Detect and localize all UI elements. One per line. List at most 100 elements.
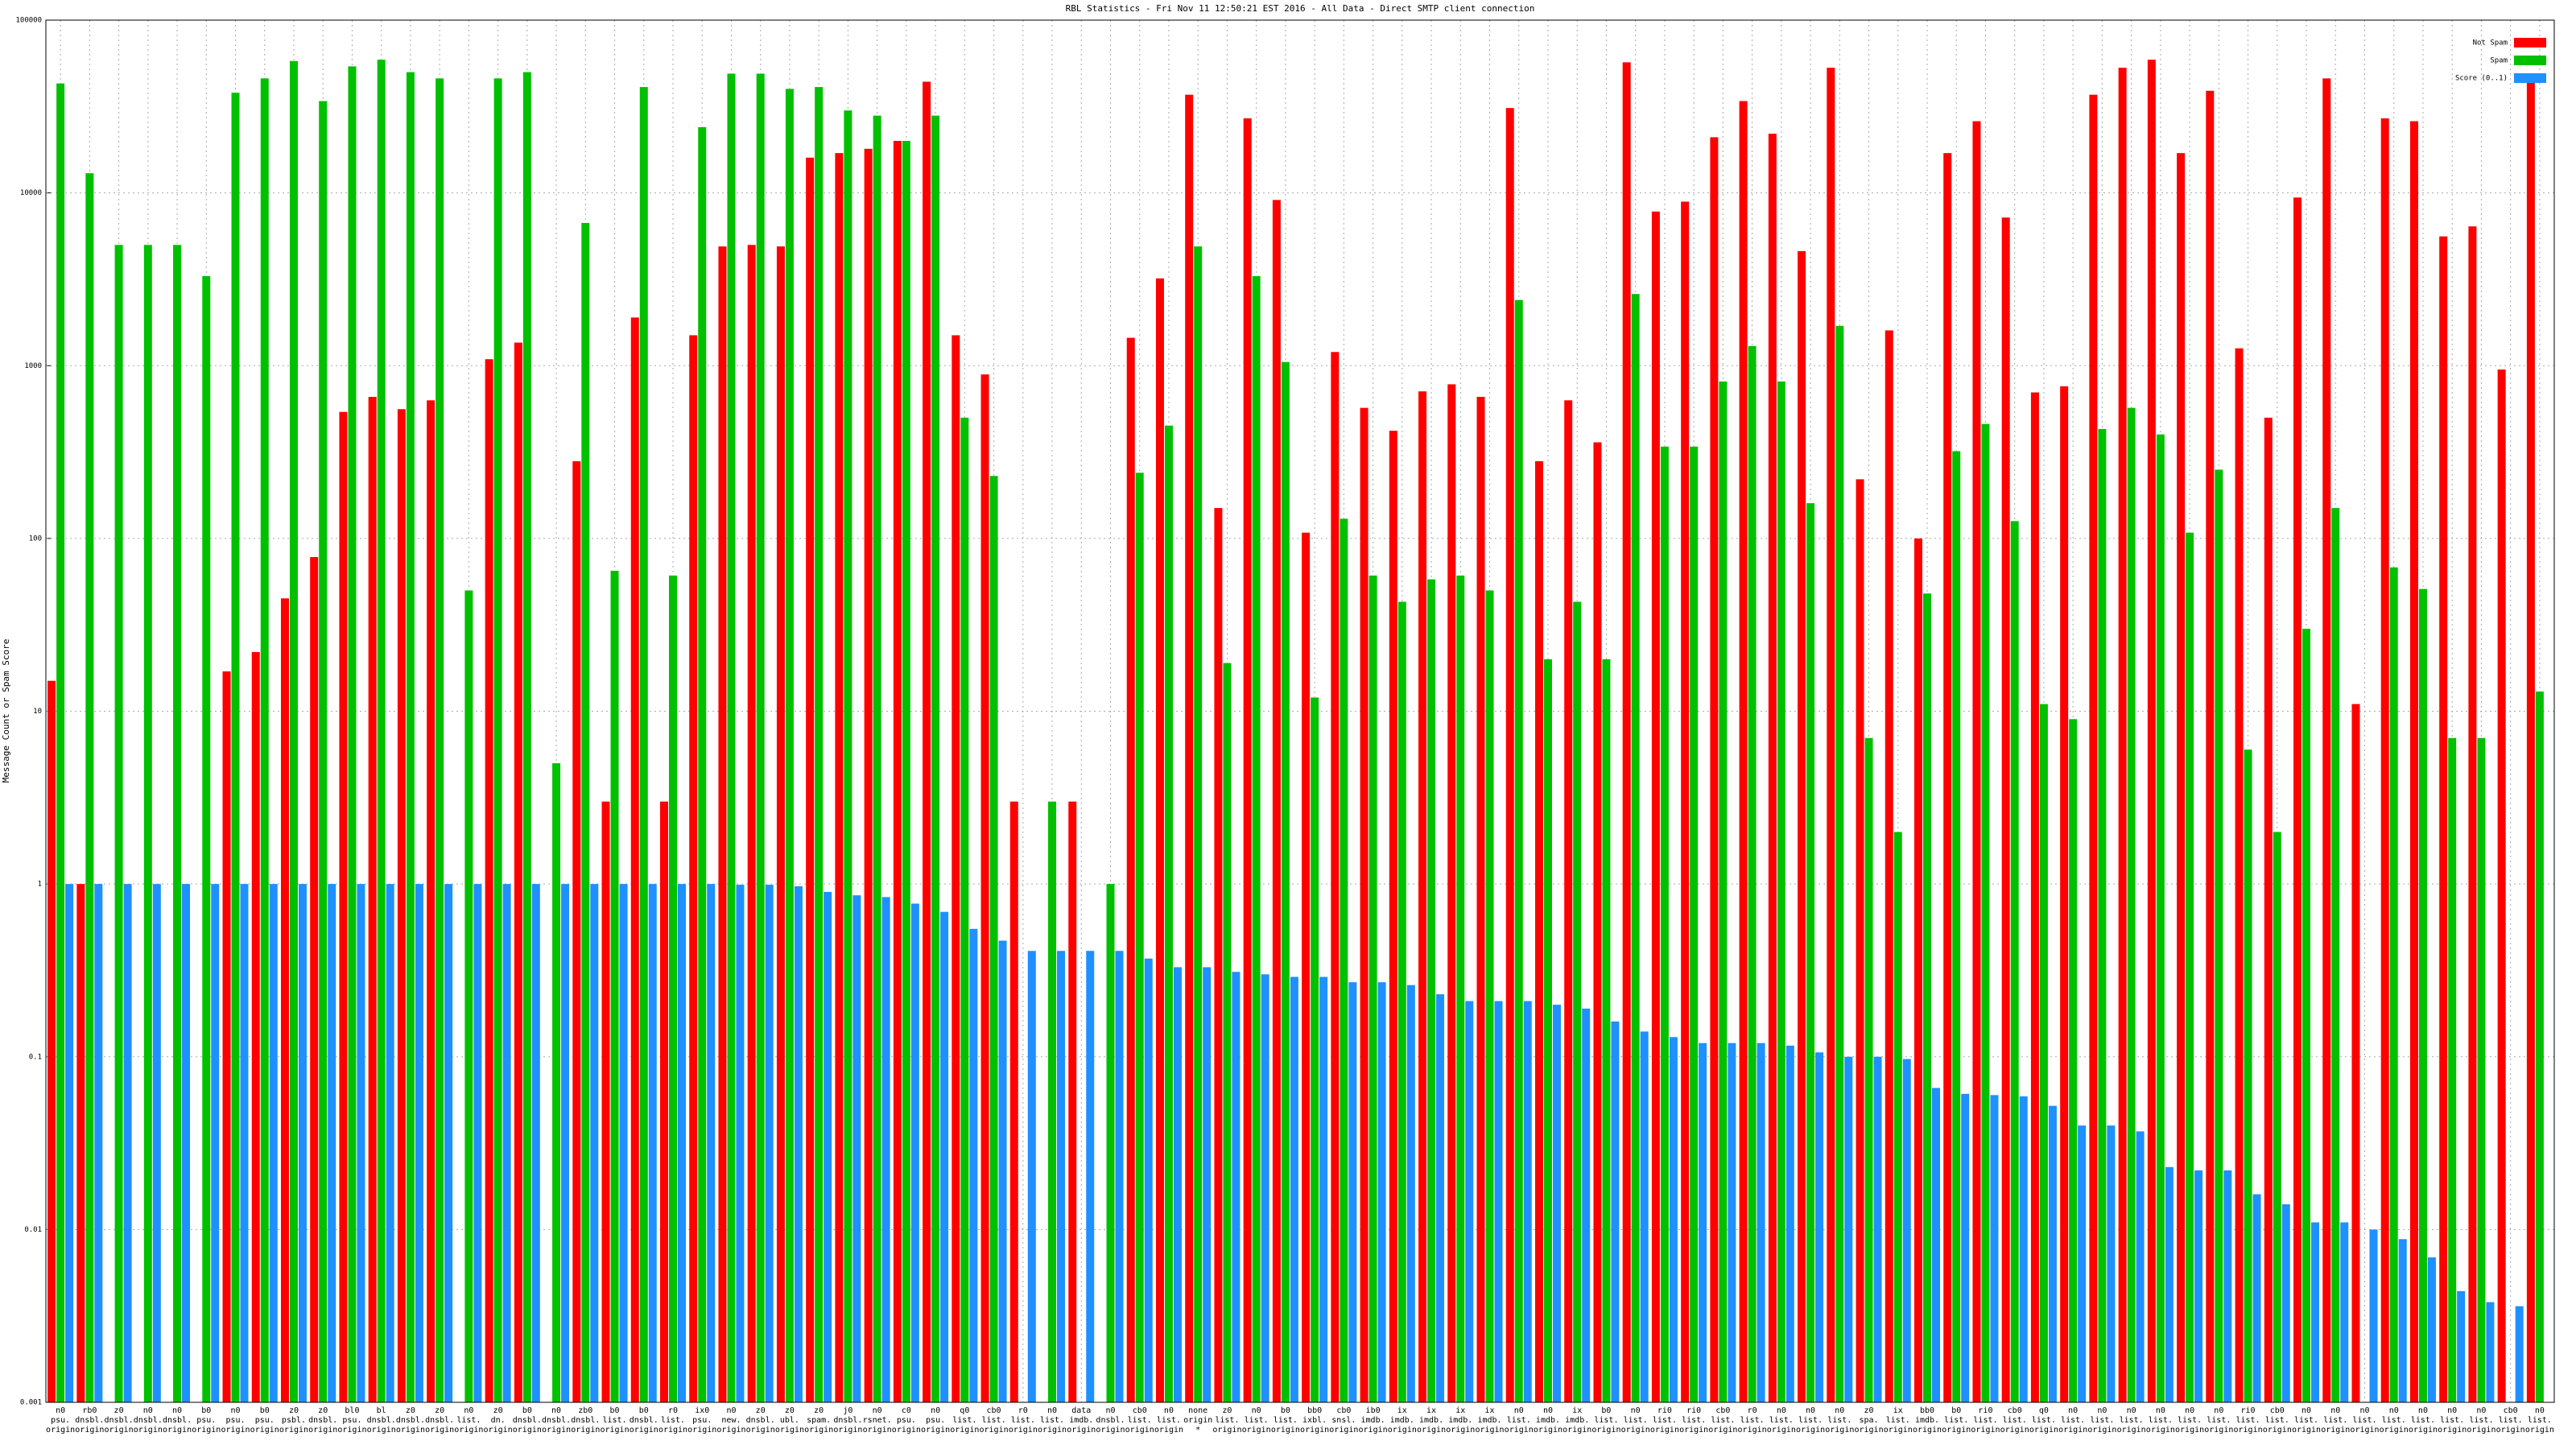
bar	[1252, 275, 1261, 1402]
x-tick-label: list.	[2469, 1416, 2493, 1425]
x-tick-label: origin	[250, 1426, 279, 1435]
bar	[1728, 1042, 1736, 1402]
bar	[269, 884, 278, 1402]
bar	[2147, 60, 2156, 1402]
bar	[630, 317, 639, 1403]
bar	[678, 884, 686, 1402]
x-tick-label: z0	[114, 1406, 124, 1415]
bar	[1856, 479, 1864, 1402]
x-tick-label: origin	[1271, 1426, 1300, 1435]
bar	[2351, 704, 2360, 1402]
x-tick-label: origin	[1825, 1426, 1854, 1435]
x-tick-label: cb0	[2008, 1406, 2022, 1415]
x-tick-label: origin	[1154, 1426, 1183, 1435]
x-tick-label: list.	[2265, 1416, 2289, 1425]
x-tick-label: list.	[1798, 1416, 1823, 1425]
x-tick-label: cb0	[1336, 1406, 1351, 1415]
x-tick-label: n0	[1543, 1406, 1553, 1415]
bar	[1873, 1056, 1882, 1402]
legend-label: Spam	[2490, 57, 2508, 65]
bar	[1377, 982, 1386, 1402]
bar	[931, 115, 940, 1403]
x-tick-label: b0	[522, 1406, 532, 1415]
x-tick-label: z0	[756, 1406, 766, 1415]
bar	[2252, 1194, 2261, 1402]
bar	[2380, 118, 2389, 1402]
bar	[298, 884, 307, 1402]
bar	[2439, 236, 2448, 1402]
x-tick-label: origin	[367, 1426, 396, 1435]
x-tick-label: origin	[396, 1426, 425, 1435]
x-tick-label: cb0	[987, 1406, 1001, 1415]
bar	[1681, 201, 1690, 1402]
x-tick-label: origin	[1329, 1426, 1358, 1435]
x-tick-label: imdb.	[1477, 1416, 1501, 1425]
x-tick-label: origin	[2350, 1426, 2379, 1435]
bar	[485, 359, 493, 1403]
bar	[2030, 392, 2039, 1402]
x-tick-label: n0	[230, 1406, 240, 1415]
bar	[1456, 575, 1465, 1402]
x-tick-label: list.	[1711, 1416, 1735, 1425]
bar	[2515, 1306, 2524, 1402]
x-tick-label: list.	[1973, 1416, 1997, 1425]
bar	[114, 245, 123, 1403]
bar	[660, 801, 668, 1402]
bar	[2194, 1170, 2203, 1402]
x-tick-label: origin	[513, 1426, 542, 1435]
bar	[881, 897, 890, 1402]
bar	[2156, 434, 2165, 1402]
x-tick-label: origin	[1971, 1426, 2000, 1435]
bar	[1319, 976, 1328, 1402]
x-tick-label: r0	[668, 1406, 678, 1415]
x-tick-label: n0	[143, 1406, 153, 1415]
x-tick-label: imdb.	[1565, 1416, 1589, 1425]
bar	[328, 884, 336, 1402]
bar	[1144, 958, 1153, 1402]
x-tick-label: n0	[1047, 1406, 1057, 1415]
legend-label: Score (0..1)	[2455, 75, 2508, 83]
bar	[1932, 1088, 1940, 1402]
x-tick-label: psu.	[342, 1416, 361, 1425]
x-tick-label: n0	[2330, 1406, 2340, 1415]
x-tick-label: list.	[2003, 1416, 2027, 1425]
x-tick-label: origin	[542, 1426, 571, 1435]
bar	[590, 884, 599, 1402]
bar	[1348, 982, 1357, 1402]
x-tick-label: origin	[2263, 1426, 2292, 1435]
x-tick-label: origin	[308, 1426, 337, 1435]
bar	[2235, 348, 2244, 1402]
x-tick-label: n0	[2068, 1406, 2078, 1415]
bar	[2418, 588, 2427, 1402]
x-tick-label: r0	[1748, 1406, 1757, 1415]
x-tick-label: ix	[1484, 1406, 1494, 1415]
x-tick-label: list.	[952, 1416, 976, 1425]
bar	[427, 400, 436, 1402]
x-tick-label: origin	[1621, 1426, 1650, 1435]
bar	[1952, 451, 1961, 1402]
x-tick-label: origin	[1942, 1426, 1971, 1435]
bar	[2322, 78, 2331, 1402]
x-tick-label: list.	[2528, 1416, 2552, 1425]
x-tick-label: list.	[1769, 1416, 1794, 1425]
bar	[415, 884, 423, 1402]
bar	[1126, 337, 1135, 1402]
bar	[1272, 200, 1281, 1402]
x-tick-label: origin	[1183, 1416, 1212, 1425]
bar	[1710, 137, 1719, 1402]
bar	[2273, 832, 2281, 1402]
x-tick-label: spam.	[807, 1416, 831, 1425]
bar	[47, 680, 56, 1402]
bar	[1485, 590, 1494, 1402]
x-tick-label: origin	[2000, 1426, 2029, 1435]
chart-title: RBL Statistics - Fri Nov 11 12:50:21 EST…	[1066, 3, 1535, 14]
bar	[736, 885, 745, 1402]
x-tick-label: origin	[1738, 1426, 1767, 1435]
bar	[1943, 153, 1952, 1402]
bar	[2060, 386, 2069, 1403]
bar	[998, 940, 1007, 1402]
bar	[747, 245, 756, 1403]
x-tick-label: origin	[1767, 1426, 1796, 1435]
bar	[85, 173, 94, 1402]
